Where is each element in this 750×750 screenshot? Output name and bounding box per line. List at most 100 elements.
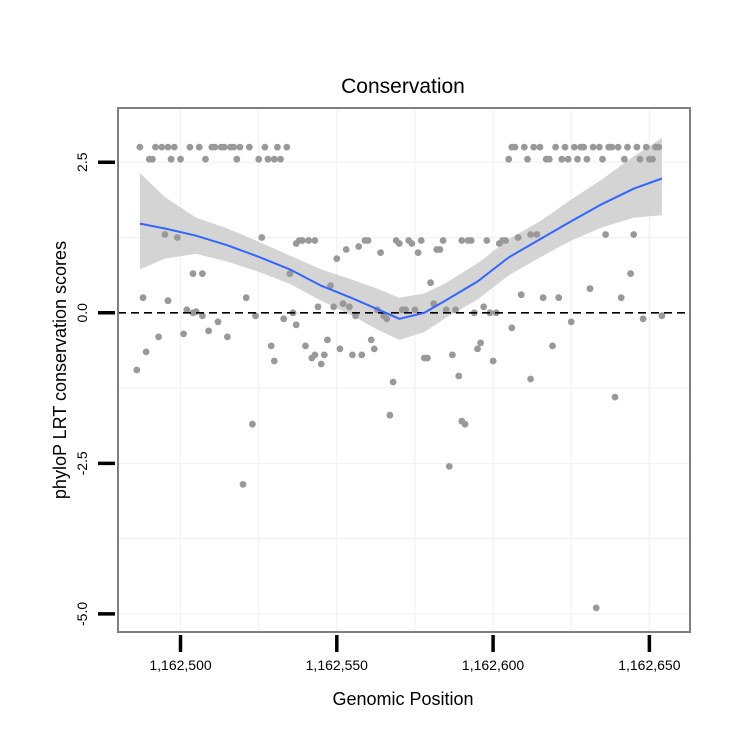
data-point bbox=[636, 155, 644, 163]
data-point bbox=[524, 155, 531, 163]
data-point bbox=[483, 237, 491, 244]
data-point bbox=[358, 351, 366, 359]
data-point bbox=[589, 143, 597, 151]
data-point bbox=[480, 303, 488, 311]
data-point bbox=[545, 155, 553, 163]
data-point bbox=[367, 336, 375, 344]
data-point bbox=[320, 351, 328, 359]
data-point bbox=[505, 155, 513, 163]
data-point bbox=[602, 231, 609, 238]
data-point bbox=[277, 155, 284, 163]
data-point bbox=[455, 372, 463, 380]
data-point bbox=[520, 143, 528, 151]
loess-fit-line bbox=[139, 177, 663, 320]
x-tick-label: 1,162,550 bbox=[306, 657, 368, 673]
data-point bbox=[249, 420, 256, 428]
data-point bbox=[324, 336, 331, 344]
data-point bbox=[302, 342, 309, 350]
data-point bbox=[539, 294, 547, 302]
data-point bbox=[311, 351, 319, 359]
data-point bbox=[364, 237, 372, 244]
data-point bbox=[608, 143, 616, 151]
data-point bbox=[533, 231, 541, 238]
data-point bbox=[242, 294, 250, 302]
data-point bbox=[224, 333, 231, 341]
data-point bbox=[649, 155, 656, 163]
data-point bbox=[255, 155, 263, 163]
data-point bbox=[580, 143, 588, 151]
data-point bbox=[330, 303, 338, 311]
data-point bbox=[467, 237, 475, 244]
x-tick-label: 1,162,500 bbox=[149, 657, 211, 673]
data-point bbox=[311, 237, 319, 244]
data-point bbox=[142, 348, 150, 356]
data-point bbox=[252, 312, 259, 320]
data-point bbox=[461, 420, 469, 428]
y-axis-label: phyloP LRT conservation scores bbox=[50, 241, 70, 499]
data-point bbox=[564, 155, 572, 163]
y-tick-label: -5.0 bbox=[74, 602, 90, 626]
data-point bbox=[611, 393, 619, 401]
data-point bbox=[377, 249, 384, 256]
data-point bbox=[552, 143, 559, 151]
data-point bbox=[555, 294, 563, 302]
data-point bbox=[317, 360, 325, 368]
data-point bbox=[239, 481, 247, 488]
x-tick-label: 1,162,650 bbox=[618, 657, 680, 673]
data-point bbox=[477, 339, 484, 347]
data-point bbox=[230, 143, 238, 151]
data-point bbox=[386, 411, 394, 419]
data-point bbox=[283, 143, 291, 151]
data-point bbox=[549, 342, 556, 350]
data-point bbox=[442, 306, 450, 314]
data-points bbox=[133, 143, 666, 612]
data-point bbox=[408, 240, 416, 247]
data-point bbox=[267, 342, 275, 350]
data-point bbox=[658, 312, 666, 320]
x-tick-label: 1,162,600 bbox=[462, 657, 524, 673]
data-point bbox=[414, 249, 422, 256]
data-point bbox=[395, 240, 403, 247]
confidence-band bbox=[139, 138, 662, 340]
data-point bbox=[205, 327, 213, 335]
data-point bbox=[292, 321, 300, 329]
panel-border bbox=[117, 107, 691, 633]
data-point bbox=[489, 357, 497, 365]
data-point bbox=[355, 243, 363, 250]
data-point bbox=[270, 155, 278, 163]
data-point bbox=[164, 143, 172, 151]
data-point bbox=[136, 143, 144, 151]
data-point bbox=[149, 155, 156, 163]
data-point bbox=[527, 231, 534, 238]
data-point bbox=[583, 155, 591, 163]
data-point bbox=[258, 234, 266, 241]
data-point bbox=[161, 231, 169, 238]
data-point bbox=[624, 143, 631, 151]
data-point bbox=[474, 345, 481, 353]
data-point bbox=[402, 306, 409, 314]
y-tick-label: -2.5 bbox=[74, 451, 90, 475]
data-point bbox=[339, 300, 347, 308]
data-point bbox=[167, 155, 175, 163]
data-point bbox=[621, 155, 628, 163]
data-point bbox=[642, 143, 650, 151]
data-point bbox=[527, 375, 534, 383]
data-point bbox=[514, 234, 522, 241]
data-point bbox=[274, 143, 281, 151]
y-tick-label: 0.0 bbox=[74, 303, 90, 323]
y-tick-label: 2.5 bbox=[74, 152, 90, 172]
data-point bbox=[152, 143, 159, 151]
data-point bbox=[439, 237, 447, 244]
data-point bbox=[245, 143, 253, 151]
data-point bbox=[305, 237, 313, 244]
data-point bbox=[383, 315, 391, 323]
data-point bbox=[452, 306, 459, 314]
data-point bbox=[517, 291, 525, 299]
data-point bbox=[633, 143, 641, 151]
data-point bbox=[155, 333, 163, 341]
data-point bbox=[270, 357, 278, 365]
data-point bbox=[342, 246, 350, 253]
data-point bbox=[139, 294, 147, 302]
data-point bbox=[189, 270, 197, 277]
data-point bbox=[389, 378, 397, 386]
